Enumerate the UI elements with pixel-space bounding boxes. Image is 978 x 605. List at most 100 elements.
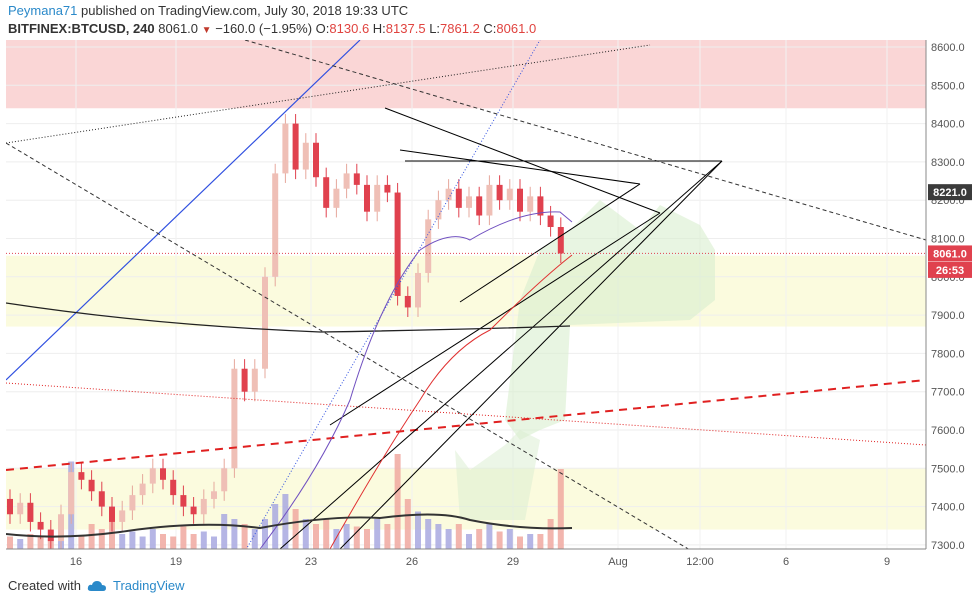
volume-bar (231, 519, 238, 549)
y-tick-label: 8100.0 (931, 234, 965, 246)
volume-bar (17, 539, 24, 549)
candle-body (47, 529, 54, 542)
volume-bar (302, 519, 309, 549)
y-tick-label: 7900.0 (931, 310, 965, 322)
candle-body (343, 173, 350, 189)
trend-line (339, 160, 723, 549)
y-tick-label: 7800.0 (931, 348, 965, 360)
volume-bar (486, 524, 493, 549)
volume-bar (27, 534, 34, 549)
volume-bar (476, 529, 483, 549)
volume-bar (211, 536, 217, 549)
volume-bar (262, 519, 268, 549)
volume-bar (149, 529, 156, 549)
resistance-zone (6, 40, 926, 109)
volume-bar (7, 536, 13, 549)
volume-bar (129, 531, 136, 549)
ma-slow-line (329, 254, 573, 549)
tradingview-logo-icon (87, 580, 106, 591)
candle-body (27, 502, 34, 522)
trend-line (399, 149, 641, 185)
candle-body (262, 276, 268, 369)
volume-bar (537, 534, 544, 549)
trend-line (6, 44, 651, 144)
trend-line (245, 40, 541, 549)
trend-line (244, 40, 926, 241)
symbol-line: BITFINEX:BTCUSD, 240 8061.0 ▼ −160.0 (−1… (8, 21, 536, 36)
volume-bar (282, 494, 289, 549)
volume-bar (119, 534, 126, 549)
candle-body (415, 272, 421, 308)
volume-bar (374, 519, 381, 549)
candle-body (88, 479, 95, 492)
tradingview-link[interactable]: TradingView (112, 578, 185, 593)
volume-bar (384, 524, 391, 549)
low-label: L: (429, 21, 441, 36)
candle-body (211, 491, 217, 499)
candle-body (190, 506, 197, 515)
candle-body (313, 142, 319, 178)
y-tick-label: 8300.0 (931, 157, 965, 169)
candle-body (506, 188, 513, 201)
candle-body (251, 368, 258, 392)
candle-body (58, 514, 64, 542)
candle-body (476, 196, 483, 216)
published-text: published on TradingView.com, July 30, 2… (81, 3, 409, 18)
candle-body (486, 184, 493, 216)
candle-body (537, 196, 544, 216)
volume-bar (292, 509, 299, 549)
x-tick-label: 23 (305, 556, 317, 568)
close-value: 8061.0 (496, 21, 537, 36)
candle-body (384, 184, 391, 193)
y-tick-label: 8600.0 (931, 42, 965, 54)
candle-body (160, 468, 166, 480)
volume-bar (333, 529, 340, 549)
volume-bar (313, 524, 319, 549)
candle-body (231, 368, 238, 469)
volume-bar (180, 526, 187, 549)
candle-body (221, 468, 228, 492)
support-zone (6, 255, 926, 327)
candle-body (404, 295, 411, 308)
footer: Created with TradingView (8, 578, 185, 593)
volume-bar (415, 511, 421, 549)
candle-body (241, 368, 248, 392)
volume-bar (323, 519, 330, 549)
ichimoku-cloud-lower (455, 430, 540, 520)
candle-body (527, 196, 534, 212)
last-price: 8061.0 (158, 21, 199, 36)
price-label-bg (928, 261, 972, 278)
x-tick-label: 12:00 (686, 556, 714, 568)
ma-fast-line (259, 211, 573, 549)
close-label: C: (483, 21, 497, 36)
y-tick-label: 7500.0 (931, 463, 965, 475)
candle-body (129, 495, 136, 511)
candle-body (180, 495, 187, 507)
volume-bar (160, 534, 166, 549)
candle-body (466, 196, 472, 208)
price-label-bg (928, 184, 972, 201)
down-arrow-icon: ▼ (201, 25, 212, 36)
trend-line (459, 183, 641, 303)
volume-bar (78, 536, 85, 549)
created-with-text: Created with (8, 578, 81, 593)
candle-body (170, 479, 177, 496)
volume-bar (98, 529, 105, 549)
x-tick-label: 26 (406, 556, 418, 568)
price-label-text: 8221.0 (933, 187, 967, 199)
x-tick-label: 29 (507, 556, 519, 568)
author-link[interactable]: Peymana71 (8, 3, 78, 18)
candle-body (272, 173, 279, 277)
candle-body (517, 188, 523, 212)
candle-body (139, 483, 146, 496)
trend-line (6, 379, 926, 471)
candle-body (374, 184, 381, 212)
volume-bar (139, 536, 146, 549)
candle-body (282, 123, 289, 174)
volume-bar (404, 499, 411, 549)
candle-body (17, 502, 24, 515)
volume-bar (272, 504, 279, 549)
y-tick-label: 7300.0 (931, 540, 965, 552)
volume-bar (37, 536, 44, 549)
